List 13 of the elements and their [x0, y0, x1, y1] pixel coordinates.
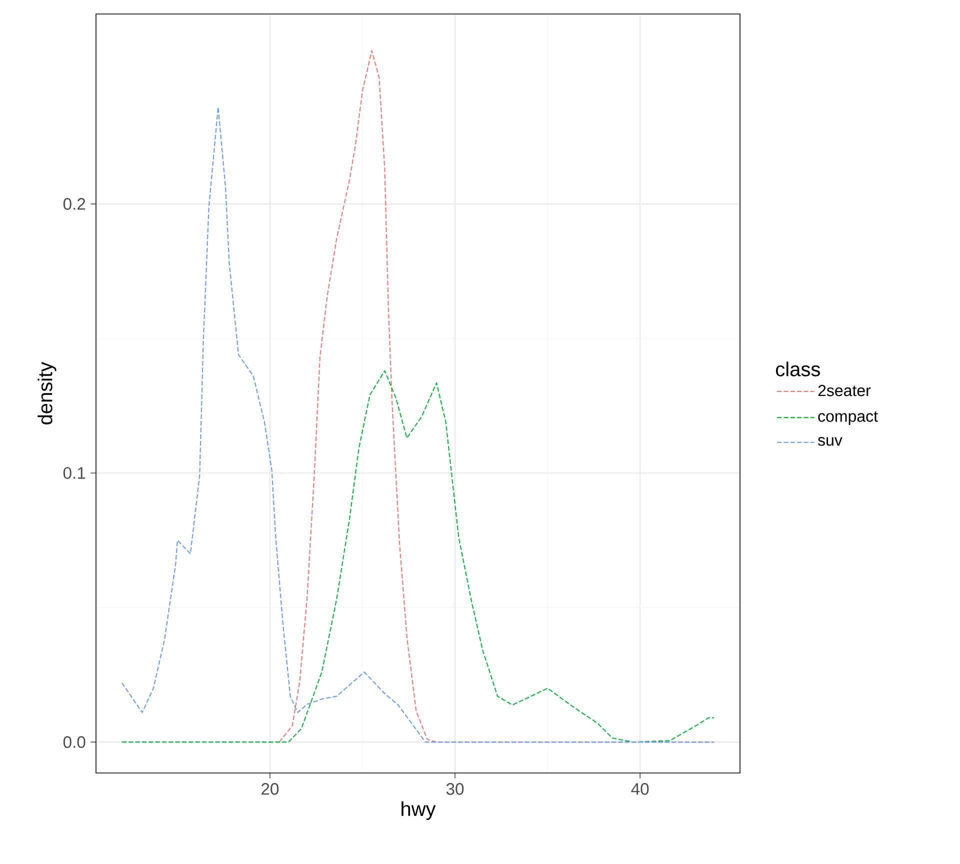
legend-title: class	[776, 362, 820, 376]
y-tick-label: 0.1	[63, 467, 86, 479]
y-tick-label: 0.2	[63, 198, 86, 210]
x-axis-title: hwy	[402, 801, 436, 820]
legend-label: compact	[818, 411, 878, 426]
y-tick-label: 0.0	[63, 736, 86, 748]
legend-label: suv	[818, 437, 842, 446]
x-tick-label: 30	[446, 783, 464, 795]
legend-label: 2seater	[818, 384, 871, 396]
line-series	[121, 370, 715, 743]
x-tick-label: 40	[631, 783, 649, 795]
x-tick-label: 20	[262, 783, 279, 795]
y-axis-title: density	[38, 362, 56, 424]
